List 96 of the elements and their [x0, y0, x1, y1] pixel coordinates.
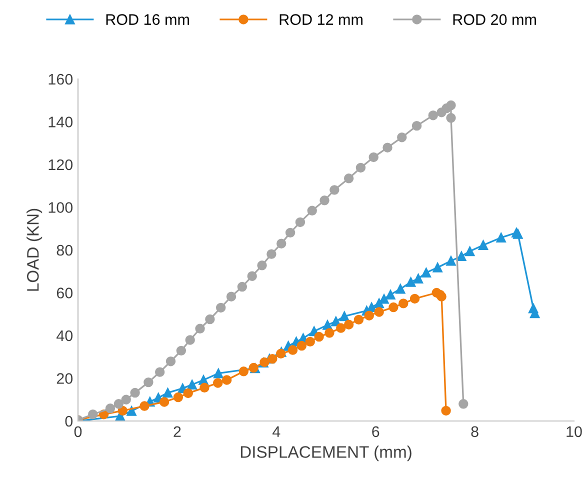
- point: [441, 406, 451, 416]
- point: [364, 310, 374, 320]
- point: [205, 314, 215, 324]
- point: [428, 110, 438, 120]
- point: [330, 185, 340, 195]
- point: [446, 256, 456, 266]
- x-tick-label: 8: [471, 426, 478, 438]
- point: [339, 311, 350, 322]
- legend-label: ROD 20 mm: [453, 14, 536, 25]
- point: [368, 152, 378, 162]
- point: [238, 366, 249, 376]
- y-tick-label: 140: [48, 116, 73, 128]
- point: [288, 345, 298, 355]
- point: [386, 290, 396, 300]
- point: [379, 294, 389, 304]
- legend-label: ROD 12 mm: [280, 14, 362, 25]
- y-tick-label: 60: [56, 288, 73, 298]
- y-tick-label: 40: [56, 330, 73, 342]
- point: [397, 132, 407, 142]
- point: [237, 282, 248, 292]
- point: [305, 336, 315, 347]
- point: [396, 284, 406, 294]
- point: [478, 240, 488, 250]
- y-tick-label: 0: [65, 416, 73, 427]
- point: [226, 292, 236, 302]
- point: [446, 113, 456, 123]
- point: [295, 217, 306, 228]
- point: [159, 397, 170, 407]
- point: [314, 332, 324, 342]
- point: [336, 323, 346, 333]
- point: [130, 388, 140, 398]
- point: [118, 406, 128, 416]
- point: [214, 368, 224, 378]
- x-tick-label: 2: [174, 426, 181, 437]
- y-axis-title: LOAD (KN): [26, 208, 42, 291]
- point: [406, 277, 416, 287]
- point: [356, 162, 366, 173]
- point: [464, 246, 475, 256]
- point: [276, 238, 286, 248]
- point: [162, 388, 173, 398]
- point: [200, 382, 210, 393]
- point: [88, 410, 98, 420]
- x-tick-label: 0: [74, 426, 82, 438]
- point: [388, 302, 398, 312]
- point: [412, 120, 422, 131]
- point: [458, 399, 468, 409]
- point: [166, 356, 176, 366]
- point: [496, 232, 506, 242]
- x-axis-title: DISPLACEMENT (mm): [240, 446, 412, 462]
- point: [213, 378, 223, 388]
- y-tick-label: 20: [56, 373, 73, 384]
- point: [144, 377, 154, 388]
- point: [222, 375, 232, 385]
- point: [344, 174, 354, 184]
- x-tick-label: 6: [372, 426, 380, 438]
- point: [344, 320, 354, 330]
- point: [195, 324, 205, 334]
- y-tick-label: 100: [48, 202, 73, 213]
- point: [456, 251, 466, 262]
- y-tick-label: 160: [48, 74, 73, 85]
- point: [296, 340, 307, 351]
- point: [121, 394, 131, 404]
- point: [187, 380, 197, 390]
- point: [185, 335, 195, 345]
- point: [105, 404, 116, 414]
- point: [398, 298, 408, 308]
- point: [276, 348, 286, 359]
- point: [114, 399, 124, 409]
- point: [354, 314, 364, 325]
- point: [413, 274, 424, 284]
- point: [331, 316, 341, 326]
- point: [268, 354, 278, 364]
- point: [432, 262, 442, 272]
- point: [266, 249, 276, 259]
- point: [247, 271, 257, 281]
- point: [324, 328, 334, 338]
- point: [173, 392, 184, 402]
- point: [257, 260, 267, 270]
- point: [382, 142, 392, 152]
- point: [374, 307, 384, 317]
- point: [140, 401, 150, 411]
- point: [216, 302, 226, 313]
- point: [176, 346, 186, 356]
- point: [320, 196, 330, 206]
- point: [421, 268, 432, 278]
- point: [307, 206, 317, 216]
- point: [446, 100, 456, 110]
- point: [285, 228, 296, 238]
- point: [410, 294, 420, 304]
- point: [183, 388, 193, 398]
- x-tick-label: 10: [566, 426, 582, 438]
- y-tick-label: 120: [48, 159, 73, 170]
- y-tick-label: 80: [56, 244, 73, 256]
- legend-label: ROD 16 mm: [106, 14, 189, 25]
- x-tick-label: 4: [272, 426, 280, 437]
- point: [154, 367, 165, 377]
